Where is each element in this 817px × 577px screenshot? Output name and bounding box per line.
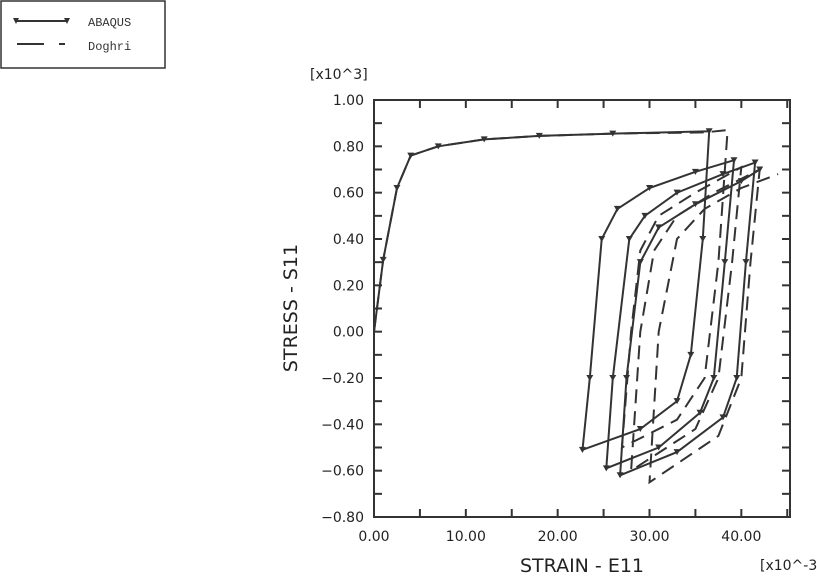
abaqus-marker: [636, 425, 644, 432]
abaqus-marker: [480, 136, 488, 143]
y-tick-label: 0.00: [333, 325, 364, 341]
abaqus-marker: [719, 171, 727, 178]
abaqus-marker: [655, 224, 663, 231]
abaqus-marker: [742, 259, 750, 266]
abaqus-marker: [730, 157, 738, 164]
abaqus-marker: [636, 259, 644, 266]
x-tick-label: 0.00: [358, 529, 389, 545]
y-tick-label: −0.80: [321, 510, 364, 526]
abaqus-marker: [613, 205, 621, 212]
abaqus-marker: [691, 201, 699, 208]
abaqus-marker: [578, 446, 586, 453]
abaqus-marker: [598, 236, 606, 242]
abaqus-marker: [673, 189, 681, 196]
abaqus-marker: [586, 375, 594, 381]
abaqus-marker: [609, 375, 617, 381]
abaqus-marker: [645, 185, 653, 192]
abaqus-marker: [602, 465, 610, 472]
legend: ABAQUS Doghri: [0, 0, 166, 69]
abaqus-marker: [687, 351, 695, 358]
abaqus-marker: [705, 128, 713, 135]
abaqus-marker: [733, 375, 741, 381]
x-scale-label: [x10^-3]: [760, 558, 817, 574]
abaqus-marker: [696, 409, 704, 416]
abaqus-marker: [721, 259, 729, 266]
abaqus-marker: [655, 444, 663, 451]
x-tick-label: 10.00: [446, 529, 486, 545]
abaqus-marker: [625, 236, 633, 242]
series-abaqus-line: [373, 130, 761, 477]
x-tick-label: 40.00: [721, 529, 761, 545]
abaqus-marker: [719, 414, 727, 421]
y-tick-label: 0.20: [333, 278, 364, 294]
abaqus-marker: [616, 472, 624, 479]
abaqus-marker: [673, 398, 681, 405]
y-tick-label: 1.00: [333, 93, 364, 109]
y-tick-label: −0.20: [321, 371, 364, 387]
y-axis-label: STRESS - S11: [280, 244, 302, 372]
y-tick-label: −0.60: [321, 464, 364, 480]
abaqus-marker: [691, 168, 699, 175]
abaqus-marker: [710, 375, 718, 381]
y-tick-label: 0.60: [333, 186, 364, 202]
abaqus-marker: [673, 449, 681, 456]
y-tick-label: 0.40: [333, 232, 364, 248]
x-axis-label: STRAIN - E11: [520, 555, 644, 577]
legend-doghri-label: Doghri: [88, 40, 131, 54]
y-scale-label: [x10^3]: [310, 67, 368, 83]
x-tick-label: 20.00: [538, 529, 578, 545]
abaqus-marker: [751, 159, 759, 166]
y-tick-label: 0.80: [333, 139, 364, 155]
series-doghri-line: [373, 128, 779, 485]
x-tick-label: 30.00: [629, 529, 669, 545]
abaqus-marker: [699, 236, 707, 242]
abaqus-marker: [641, 212, 649, 219]
legend-abaqus-label: ABAQUS: [88, 16, 131, 30]
y-tick-label: −0.40: [321, 417, 364, 433]
